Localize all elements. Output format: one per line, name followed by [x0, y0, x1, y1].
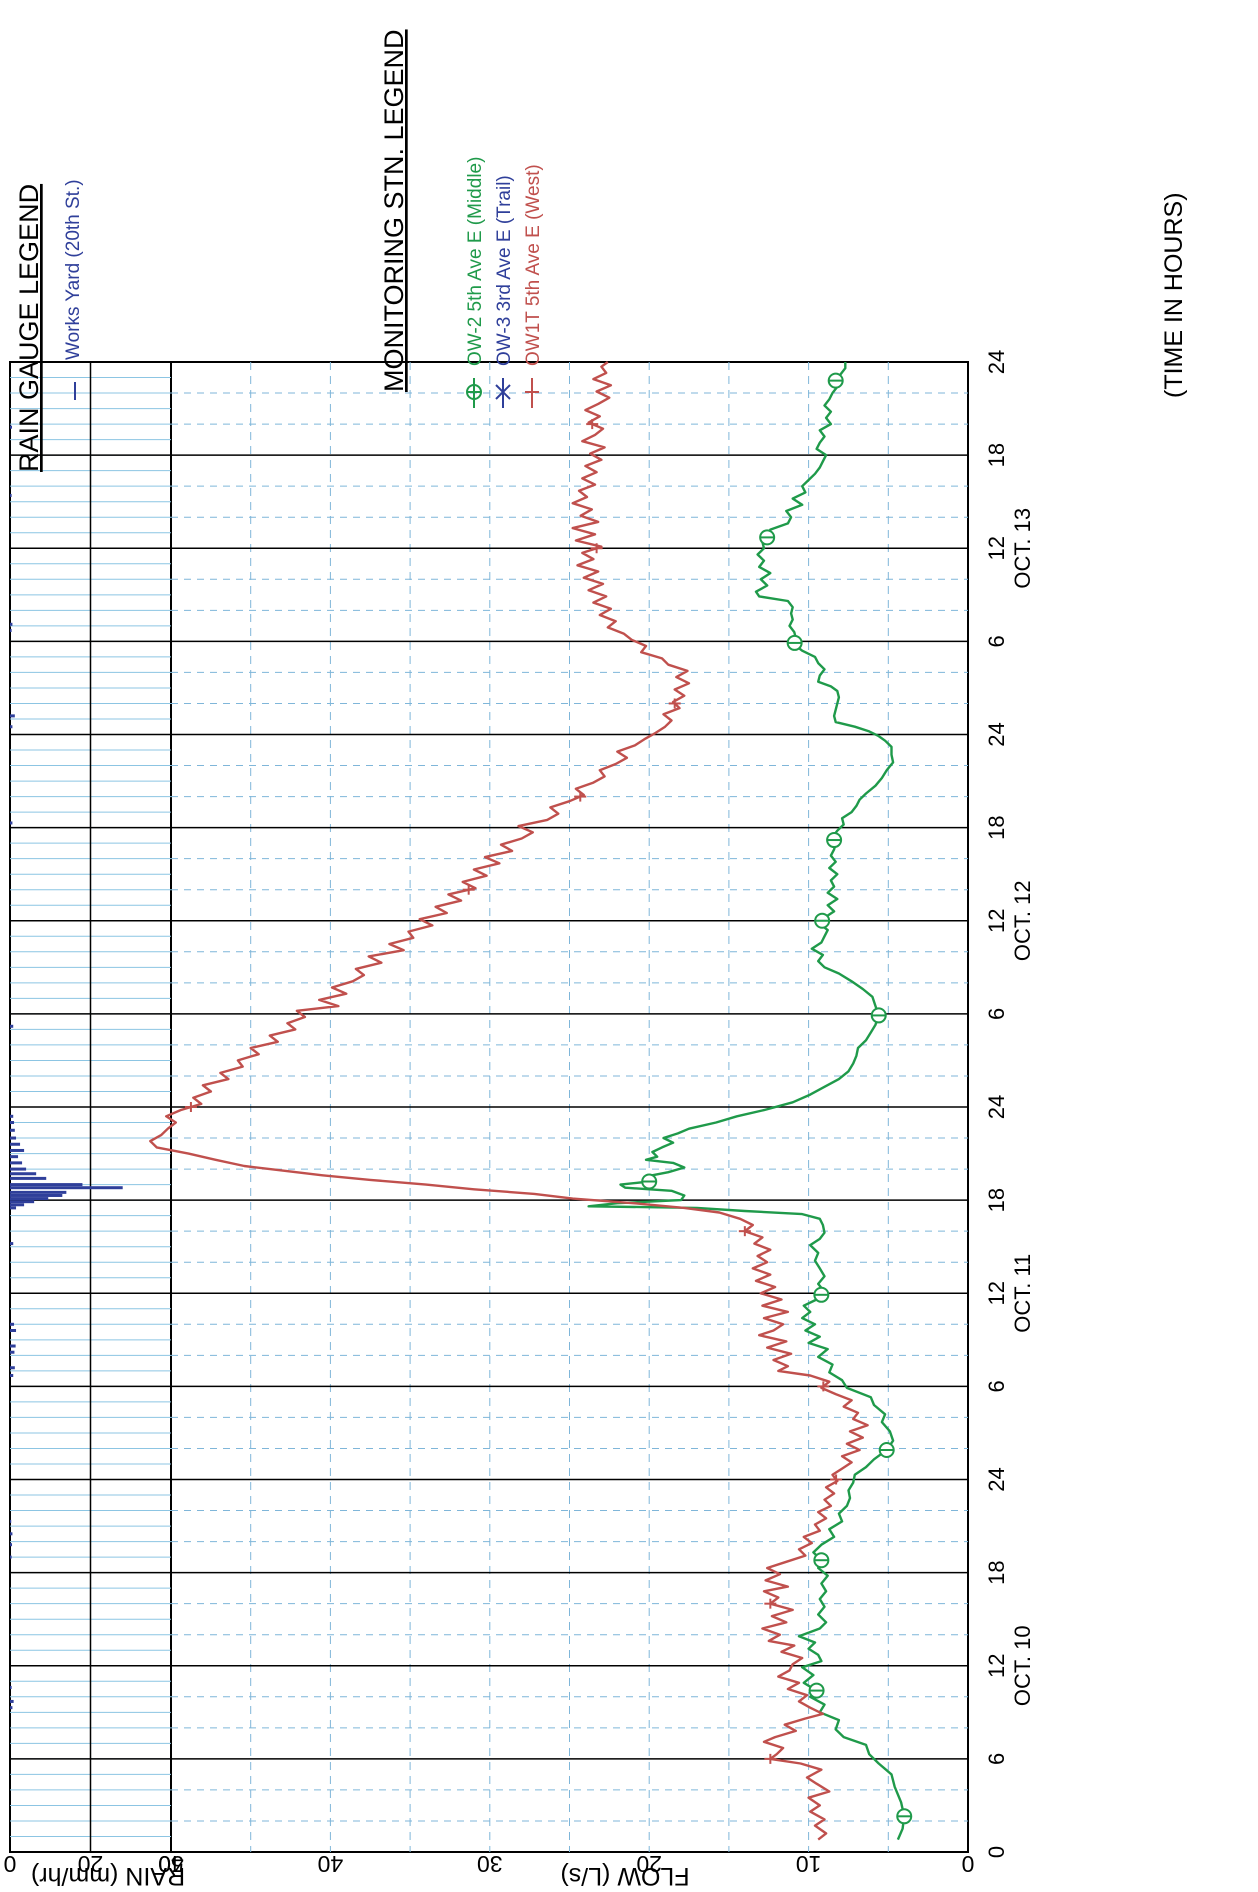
time-tick-label: 18	[984, 1560, 1009, 1584]
legend-marker-middle	[466, 378, 482, 408]
time-tick-label: 18	[984, 443, 1009, 467]
rain-bar	[10, 1200, 35, 1204]
rain-bar	[10, 1155, 19, 1159]
time-tick-label: 6	[984, 1008, 1009, 1020]
rain-bar	[10, 1706, 13, 1710]
axis-labels: 0 6 12 18 24 6 12 18 24 6 12 18 24 6 12 18 24 OCT. 10 OCT.…	[4, 350, 1035, 1877]
rain-bar	[10, 1543, 13, 1547]
rain-tick-label: 0	[4, 1851, 17, 1877]
rain-bar	[10, 821, 13, 825]
rain-bar	[10, 1186, 123, 1190]
time-tick-label: 12	[984, 536, 1009, 560]
rain-bar	[10, 622, 13, 626]
rain-bar	[10, 1555, 12, 1559]
flow-tick-label: 10	[796, 1851, 822, 1877]
rain-bar	[10, 425, 13, 429]
time-tick-label: 0	[984, 1846, 1009, 1858]
rain-bar	[10, 493, 12, 497]
legend-marker-trail	[495, 378, 511, 408]
time-tick-label: 18	[984, 815, 1009, 839]
rain-bar	[10, 1161, 23, 1165]
time-axis-caption: (TIME IN HOURS)	[1160, 192, 1188, 398]
rain-bar	[10, 1350, 15, 1354]
rain-bar	[10, 1148, 25, 1152]
time-tick-label: 24	[984, 1095, 1009, 1119]
rain-bar	[10, 1519, 12, 1523]
flow-series	[149, 361, 913, 1841]
rain-bar	[10, 1142, 21, 1146]
rain-bar	[10, 1322, 15, 1326]
day-label: OCT. 10	[1010, 1625, 1035, 1706]
rain-bar	[10, 1128, 15, 1132]
rain-bars	[10, 425, 123, 1710]
time-tick-label: 6	[984, 1380, 1009, 1392]
rain-bar	[10, 1183, 83, 1187]
rain-legend-title: RAIN GAUGE LEGEND	[14, 184, 44, 472]
chart-grid	[9, 361, 969, 1853]
rain-bar	[10, 1114, 14, 1118]
rain-bar	[10, 1172, 37, 1176]
time-tick-label: 24	[984, 350, 1009, 374]
rain-bar	[10, 1190, 67, 1194]
flow-axis-title: FLOW (L/s)	[560, 1862, 689, 1890]
time-tick-label: 12	[984, 909, 1009, 933]
legend-label-west: OW1T 5th Ave E (West)	[523, 164, 544, 366]
rain-bar	[10, 1374, 14, 1378]
rain-tick-label: 20	[78, 1851, 104, 1877]
time-tick-label: 6	[984, 1753, 1009, 1765]
rain-bar	[10, 1532, 13, 1536]
time-tick-label: 12	[984, 1654, 1009, 1678]
rain-bar	[10, 1176, 47, 1180]
legend-label-middle: OW-2 5th Ave E (Middle)	[465, 157, 486, 366]
flow-tick-label: 0	[962, 1851, 975, 1877]
rain-bar	[10, 1685, 12, 1689]
rain-bar	[10, 1121, 15, 1125]
rain-bar	[10, 1193, 63, 1197]
legend-marker-west	[525, 378, 539, 408]
day-label: OCT. 11	[1010, 1254, 1035, 1333]
rain-bar	[10, 725, 13, 729]
series-line	[587, 362, 906, 1841]
rain-bar	[10, 1167, 27, 1171]
flow-tick-label: 50	[158, 1851, 184, 1877]
time-tick-label: 12	[984, 1281, 1009, 1305]
rain-bar	[10, 1136, 17, 1140]
time-tick-label: 24	[984, 1467, 1009, 1491]
station-legend-title: MONITORING STN. LEGEND	[379, 29, 409, 392]
rain-bar	[10, 1206, 17, 1210]
rain-bar	[10, 1366, 15, 1370]
time-tick-label: 24	[984, 722, 1009, 746]
rain-bar	[10, 714, 15, 718]
rain-bar	[10, 1329, 17, 1332]
rain-bar	[10, 1203, 25, 1207]
series-line	[149, 361, 869, 1841]
flow-tick-label: 20	[636, 1851, 662, 1877]
legend-label-trail: OW-3 3rd Ave E (Trail)	[494, 175, 515, 366]
time-tick-label: 6	[984, 635, 1009, 647]
flow-tick-label: 30	[477, 1851, 503, 1877]
rain-bar	[10, 1699, 14, 1703]
station-legend: MONITORING STN. LEGEND OW-2 5th Ave E (M…	[379, 29, 544, 408]
rain-bar	[10, 1024, 14, 1028]
rain-axis-title: RAIN (mm/hr)	[31, 1862, 185, 1890]
day-label: OCT. 12	[1010, 880, 1035, 961]
rain-bar	[10, 629, 12, 633]
time-tick-label: 18	[984, 1188, 1009, 1212]
flow-tick-label: 40	[318, 1851, 344, 1877]
day-label: OCT. 13	[1010, 508, 1035, 589]
rain-bar	[10, 1242, 14, 1246]
rain-legend-item: Works Yard (20th St.)	[63, 179, 84, 360]
rain-bar	[10, 1344, 16, 1348]
rain-tick-label: 40	[158, 1851, 184, 1877]
rain-bar	[10, 1197, 49, 1201]
rain-legend: RAIN GAUGE LEGEND Works Yard (20th St.)	[14, 179, 84, 472]
